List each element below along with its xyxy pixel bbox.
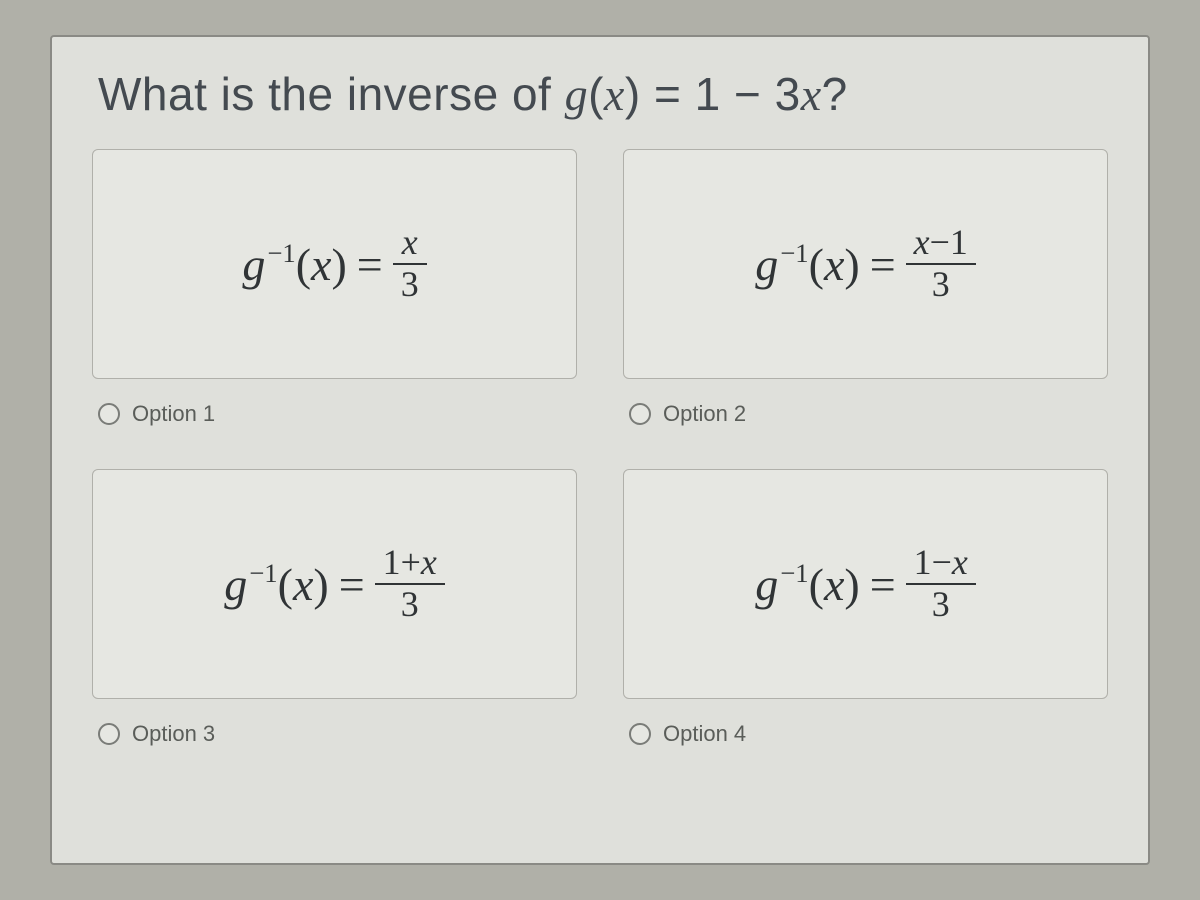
open-paren: (	[809, 238, 824, 291]
radio-1[interactable]	[98, 403, 120, 425]
question-func-x: x	[604, 69, 625, 120]
formula-3: g−1(x) = 1+x 3	[224, 543, 445, 625]
x-var: x	[824, 238, 844, 291]
formula-1: g−1(x) = x 3	[242, 223, 426, 305]
formula-4: g−1(x) = 1−x 3	[755, 543, 976, 625]
ginv-3: g−1(x)	[224, 558, 328, 611]
denominator-1: 3	[393, 265, 427, 305]
denominator-2: 3	[924, 265, 958, 305]
numerator-3: 1+x	[375, 543, 445, 583]
num3-prefix: 1+	[383, 542, 421, 582]
g-letter: g	[224, 558, 247, 611]
question-var-x: x	[801, 69, 822, 120]
option-4[interactable]: Option 4	[623, 699, 1108, 747]
numerator-1: x	[394, 223, 426, 263]
option-cell-2: g−1(x) = x−1 3 Option 2	[623, 149, 1108, 427]
ginv-4: g−1(x)	[755, 558, 859, 611]
option-3[interactable]: Option 3	[92, 699, 577, 747]
option-3-label: Option 3	[132, 721, 215, 747]
question-mid: = 1 − 3	[641, 68, 801, 120]
formula-2: g−1(x) = x−1 3	[755, 223, 976, 305]
open-paren: (	[278, 558, 293, 611]
fraction-4: 1−x 3	[906, 543, 976, 625]
sup-minus1: −1	[267, 238, 295, 269]
sup-minus1: −1	[780, 558, 808, 589]
open-paren: (	[296, 238, 311, 291]
option-cell-3: g−1(x) = 1+x 3 Option 3	[92, 469, 577, 747]
formula-box-1: g−1(x) = x 3	[92, 149, 577, 379]
equals-sign: =	[357, 238, 383, 291]
options-grid: g−1(x) = x 3 Option 1	[92, 149, 1108, 747]
num4-prefix: 1−	[914, 542, 952, 582]
ginv-2: g−1(x)	[755, 238, 859, 291]
question-func-g: g	[565, 69, 589, 120]
option-4-label: Option 4	[663, 721, 746, 747]
formula-box-4: g−1(x) = 1−x 3	[623, 469, 1108, 699]
x-var: x	[824, 558, 844, 611]
option-2-label: Option 2	[663, 401, 746, 427]
option-1[interactable]: Option 1	[92, 379, 577, 427]
ginv-1: g−1(x)	[242, 238, 346, 291]
formula-box-3: g−1(x) = 1+x 3	[92, 469, 577, 699]
fraction-1: x 3	[393, 223, 427, 305]
x-var: x	[293, 558, 313, 611]
option-2[interactable]: Option 2	[623, 379, 1108, 427]
question-func-close: )	[625, 68, 641, 120]
question-suffix: ?	[822, 68, 848, 120]
num4-var: x	[952, 542, 968, 582]
fraction-2: x−1 3	[906, 223, 976, 305]
question-func-open: (	[588, 68, 604, 120]
radio-3[interactable]	[98, 723, 120, 745]
sup-minus1: −1	[249, 558, 277, 589]
radio-4[interactable]	[629, 723, 651, 745]
x-var: x	[311, 238, 331, 291]
formula-box-2: g−1(x) = x−1 3	[623, 149, 1108, 379]
denominator-4: 3	[924, 585, 958, 625]
num3-var: x	[421, 542, 437, 582]
question-prefix: What is the inverse of	[98, 68, 565, 120]
open-paren: (	[809, 558, 824, 611]
equals-sign: =	[339, 558, 365, 611]
numerator-2: x−1	[906, 223, 976, 263]
num2-var: x	[914, 222, 930, 262]
quiz-panel: What is the inverse of g(x) = 1 − 3x? g−…	[50, 35, 1150, 865]
close-paren: )	[331, 238, 346, 291]
fraction-3: 1+x 3	[375, 543, 445, 625]
equals-sign: =	[870, 238, 896, 291]
g-letter: g	[242, 238, 265, 291]
option-cell-4: g−1(x) = 1−x 3 Option 4	[623, 469, 1108, 747]
numerator-4: 1−x	[906, 543, 976, 583]
sup-minus1: −1	[780, 238, 808, 269]
option-cell-1: g−1(x) = x 3 Option 1	[92, 149, 577, 427]
g-letter: g	[755, 238, 778, 291]
num1-var: x	[402, 222, 418, 262]
radio-2[interactable]	[629, 403, 651, 425]
denominator-3: 3	[393, 585, 427, 625]
close-paren: )	[313, 558, 328, 611]
option-1-label: Option 1	[132, 401, 215, 427]
g-letter: g	[755, 558, 778, 611]
equals-sign: =	[870, 558, 896, 611]
question-text: What is the inverse of g(x) = 1 − 3x?	[92, 57, 1108, 149]
num2-suffix: −1	[930, 222, 968, 262]
close-paren: )	[844, 558, 859, 611]
close-paren: )	[844, 238, 859, 291]
